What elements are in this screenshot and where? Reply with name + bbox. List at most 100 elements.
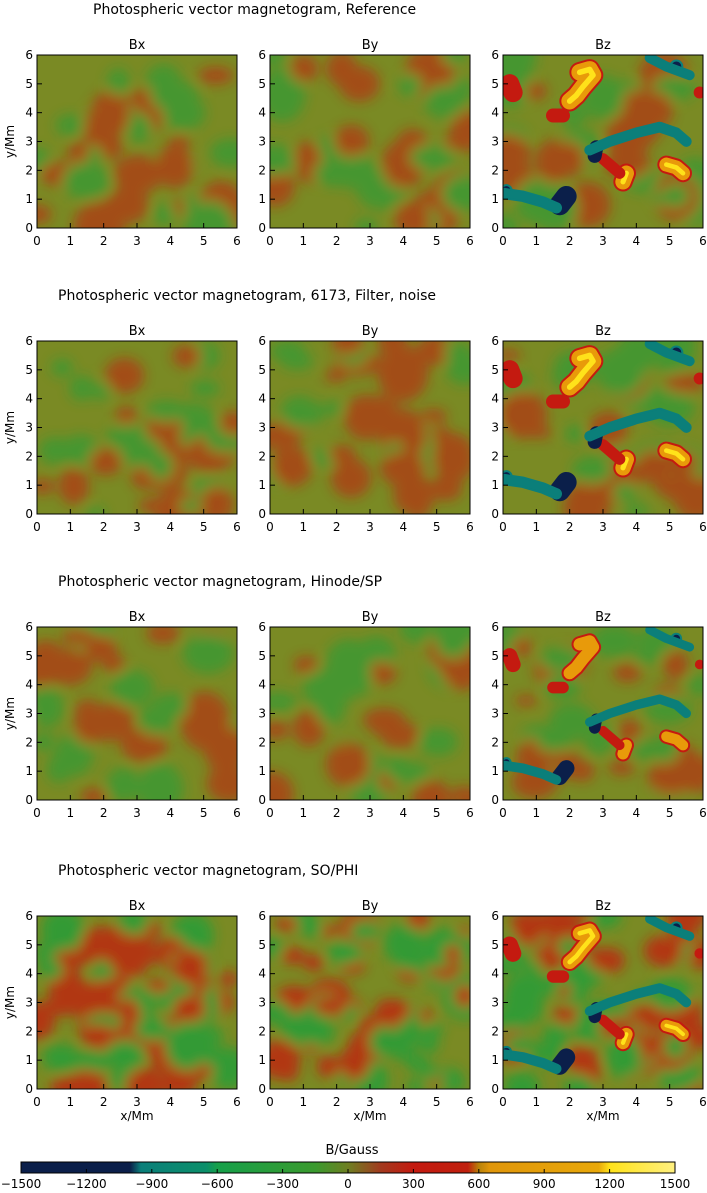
x-tick-label: 0 — [33, 1095, 41, 1109]
colorbar-tick-label: −300 — [266, 1177, 299, 1191]
y-tick-label: 6 — [491, 620, 499, 634]
x-tick-label: 1 — [533, 520, 541, 534]
y-tick-label: 1 — [491, 764, 499, 778]
x-tick-label: 4 — [633, 806, 641, 820]
y-tick-label: 5 — [491, 77, 499, 91]
x-tick-label: 6 — [699, 234, 707, 248]
x-tick-label: 3 — [133, 234, 141, 248]
x-tick-label: 6 — [699, 1095, 707, 1109]
y-tick-label: 5 — [258, 649, 266, 663]
y-tick-label: 2 — [258, 1024, 266, 1038]
panel-label: Bz — [595, 324, 611, 339]
x-tick-label: 3 — [133, 1095, 141, 1109]
panel-label: By — [362, 610, 379, 625]
x-tick-label: 1 — [533, 806, 541, 820]
y-tick-label: 4 — [258, 106, 266, 120]
y-tick-label: 5 — [25, 363, 33, 377]
x-tick-label: 4 — [400, 1095, 408, 1109]
y-tick-label: 2 — [25, 449, 33, 463]
panel-label: Bx — [129, 610, 146, 625]
panel-by-row-1: By 0 1 2 3 4 5 6 0 1 2 3 4 5 6 — [258, 38, 473, 248]
x-tick-label: 4 — [167, 806, 175, 820]
y-tick-label: 3 — [258, 707, 266, 721]
y-tick-label: 4 — [491, 967, 499, 981]
y-tick-label: 3 — [491, 707, 499, 721]
panel-label: Bx — [129, 38, 146, 53]
y-tick-label: 2 — [25, 163, 33, 177]
y-tick-label: 4 — [25, 967, 33, 981]
colorbar-tick-label: 300 — [402, 1177, 425, 1191]
x-tick-label: 0 — [499, 806, 507, 820]
y-axis-label: y/Mm — [3, 125, 17, 158]
x-tick-label: 2 — [333, 234, 341, 248]
x-tick-label: 1 — [533, 1095, 541, 1109]
x-tick-label: 2 — [100, 520, 108, 534]
panel-by-row-3: By 0 1 2 3 4 5 6 0 1 2 3 4 5 6 — [258, 610, 474, 820]
y-tick-label: 6 — [491, 909, 499, 923]
panel-bz-row-1: Bz 0 1 2 3 4 5 6 0 1 2 3 4 5 6 — [491, 38, 707, 248]
x-tick-label: 6 — [233, 806, 241, 820]
panel-label: Bz — [595, 899, 611, 914]
colorbar-tick-label: −900 — [135, 1177, 168, 1191]
x-tick-label: 6 — [466, 806, 474, 820]
y-tick-label: 1 — [258, 1053, 266, 1067]
x-tick-label: 1 — [300, 1095, 308, 1109]
y-tick-label: 0 — [25, 1082, 33, 1096]
y-axis-label: y/Mm — [3, 411, 17, 444]
y-tick-label: 0 — [491, 507, 499, 521]
field-map — [37, 916, 237, 1089]
y-tick-label: 0 — [258, 1082, 266, 1096]
x-tick-label: 6 — [233, 520, 241, 534]
y-axis-label: y/Mm — [3, 986, 17, 1019]
x-tick-label: 1 — [67, 806, 75, 820]
x-tick-label: 3 — [599, 520, 607, 534]
y-tick-label: 6 — [25, 48, 33, 62]
x-tick-label: 1 — [67, 520, 75, 534]
x-tick-label: 1 — [67, 234, 75, 248]
y-tick-label: 3 — [258, 135, 266, 149]
y-tick-label: 6 — [25, 909, 33, 923]
x-tick-label: 2 — [100, 234, 108, 248]
y-tick-label: 5 — [258, 938, 266, 952]
y-tick-label: 0 — [25, 221, 33, 235]
y-tick-label: 0 — [491, 793, 499, 807]
y-tick-label: 0 — [258, 221, 266, 235]
field-map — [37, 627, 237, 800]
colorbar-tick-label: 1500 — [660, 1177, 691, 1191]
x-tick-label: 0 — [499, 520, 507, 534]
x-tick-label: 2 — [333, 806, 341, 820]
y-tick-label: 6 — [258, 48, 266, 62]
y-tick-label: 0 — [25, 793, 33, 807]
y-tick-label: 1 — [25, 764, 33, 778]
y-tick-label: 1 — [25, 192, 33, 206]
y-tick-label: 0 — [491, 1082, 499, 1096]
x-tick-label: 0 — [499, 234, 507, 248]
y-tick-label: 4 — [25, 106, 33, 120]
x-tick-label: 3 — [366, 1095, 374, 1109]
x-tick-label: 5 — [666, 1095, 674, 1109]
x-tick-label: 2 — [333, 520, 341, 534]
y-tick-label: 5 — [25, 77, 33, 91]
y-tick-label: 6 — [25, 620, 33, 634]
x-tick-label: 0 — [266, 1095, 274, 1109]
y-tick-label: 0 — [258, 793, 266, 807]
y-tick-label: 4 — [258, 678, 266, 692]
x-tick-label: 0 — [499, 1095, 507, 1109]
y-tick-label: 1 — [25, 478, 33, 492]
y-tick-label: 1 — [25, 1053, 33, 1067]
field-map — [37, 55, 237, 228]
panel-label: Bx — [129, 324, 146, 339]
x-tick-label: 0 — [33, 234, 41, 248]
x-tick-label: 5 — [433, 1095, 441, 1109]
x-tick-label: 5 — [200, 806, 208, 820]
x-tick-label: 5 — [666, 806, 674, 820]
field-map — [503, 627, 703, 800]
x-tick-label: 3 — [366, 520, 374, 534]
panel-grid: Bx 0 1 2 3 4 5 6 0 1 2 3 4 5 6 y/Mm By 0 1 2 3 4 5 6 0 1 2 3 4 5 6 Bz 0 1… — [3, 38, 707, 1123]
x-tick-label: 4 — [400, 806, 408, 820]
y-tick-label: 2 — [258, 449, 266, 463]
x-tick-label: 4 — [633, 234, 641, 248]
y-tick-label: 4 — [491, 106, 499, 120]
x-axis-label: x/Mm — [120, 1109, 153, 1123]
y-tick-label: 5 — [25, 649, 33, 663]
